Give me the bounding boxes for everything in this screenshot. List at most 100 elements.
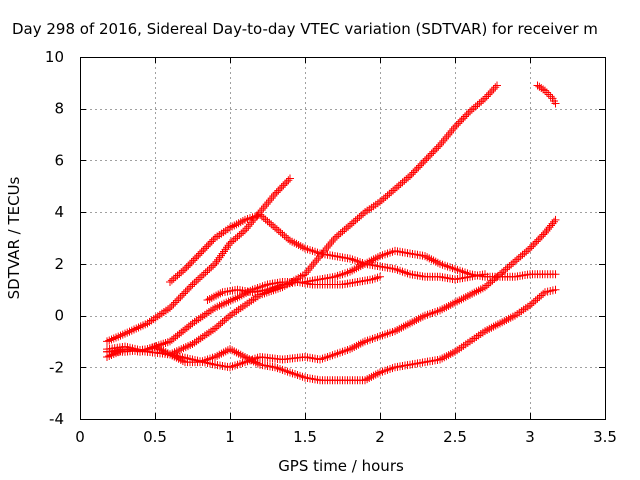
data-point-marker (477, 97, 486, 106)
data-point-marker (514, 254, 523, 263)
data-point-marker (200, 331, 209, 340)
data-point-marker (282, 177, 291, 186)
data-point-marker (347, 219, 356, 228)
data-point-marker (149, 315, 158, 324)
data-point-marker (179, 266, 188, 275)
data-point-marker (230, 221, 239, 230)
data-point-marker (486, 278, 495, 287)
data-point-marker (524, 245, 533, 254)
data-point-marker (468, 335, 477, 344)
data-point (551, 215, 560, 224)
data-point-marker (209, 292, 218, 301)
data-point-marker (192, 316, 201, 325)
data-point (511, 257, 519, 266)
data-point-marker (231, 234, 240, 243)
data-point-marker (172, 353, 181, 362)
data-point-marker (462, 110, 471, 119)
data-point-marker (438, 354, 447, 363)
x-tick-label: 2 (375, 428, 385, 446)
data-point-marker (178, 357, 187, 366)
data-point-marker (194, 335, 203, 344)
data-point-marker (512, 255, 521, 264)
data-point-marker (537, 291, 546, 300)
data-point-marker (201, 244, 209, 253)
data-point-marker (520, 249, 529, 258)
data-point-marker (373, 369, 382, 378)
data-point-marker (536, 234, 544, 242)
data-point-marker (259, 213, 268, 222)
data-point-marker (455, 344, 464, 353)
data-point-marker (284, 176, 293, 185)
data-point (203, 296, 212, 305)
data-point-marker (468, 289, 477, 298)
data-point (526, 301, 534, 310)
data-point-marker (214, 255, 222, 264)
data-point-marker (264, 198, 273, 207)
data-point-marker (302, 268, 311, 277)
data-point-marker (440, 304, 449, 313)
data-point-marker (485, 324, 494, 333)
data-point-marker (228, 222, 237, 231)
data-point-marker (265, 218, 274, 227)
data-point-marker (369, 371, 378, 380)
data-point-marker (213, 351, 222, 360)
data-point-marker (446, 349, 455, 358)
data-point-marker (190, 338, 199, 347)
data-point-marker (227, 237, 236, 246)
data-point-marker (461, 112, 469, 121)
data-point (376, 272, 384, 281)
data-point-marker (365, 373, 374, 382)
data-point-marker (263, 217, 272, 226)
data-point-marker (442, 352, 451, 361)
data-point-marker (407, 170, 416, 179)
data-markers (103, 81, 560, 385)
data-point-marker (159, 308, 168, 317)
data-point-marker (518, 250, 527, 259)
data-point-marker (513, 310, 522, 319)
data-point-marker (196, 334, 205, 343)
data-point-marker (478, 328, 487, 337)
data-point-marker (221, 226, 230, 235)
data-point-marker (212, 322, 221, 331)
data-point-marker (284, 234, 293, 243)
data-point (233, 293, 242, 302)
data-point-marker (532, 237, 541, 246)
data-point-marker (266, 196, 274, 205)
data-point-marker (209, 261, 218, 270)
data-point-marker (230, 347, 239, 356)
data-point-marker (533, 294, 542, 303)
data-point-marker (312, 256, 321, 265)
data-point-marker (185, 284, 194, 293)
data-point (526, 244, 534, 253)
data-point-marker (499, 266, 508, 275)
data-point-marker (470, 288, 479, 297)
data-point-marker (242, 289, 251, 298)
data-point-marker (354, 340, 363, 349)
data-point (391, 184, 399, 193)
data-point-marker (424, 152, 433, 161)
data-point-marker (408, 318, 417, 327)
data-point-marker (444, 351, 453, 360)
data-point (481, 283, 489, 292)
data-point-marker (194, 315, 203, 324)
data-point-marker (177, 268, 186, 277)
data-point-marker (278, 230, 287, 239)
data-point (226, 311, 234, 320)
data-point-marker (394, 181, 403, 190)
data-point-marker (353, 214, 362, 223)
data-point-marker (199, 246, 208, 255)
data-point-marker (181, 287, 190, 296)
data-point-marker (238, 351, 247, 360)
data-point-marker (167, 276, 176, 285)
data-point-marker (272, 188, 281, 197)
data-point-marker (369, 202, 378, 211)
data-point-marker (296, 242, 305, 251)
data-point-marker (482, 92, 491, 101)
data-point-marker (232, 348, 241, 357)
data-point-marker (429, 147, 438, 156)
data-point-marker (200, 310, 209, 319)
data-point (346, 345, 354, 354)
data-point-marker (446, 128, 454, 137)
data-point-marker (356, 339, 365, 348)
data-point-marker (431, 146, 439, 155)
